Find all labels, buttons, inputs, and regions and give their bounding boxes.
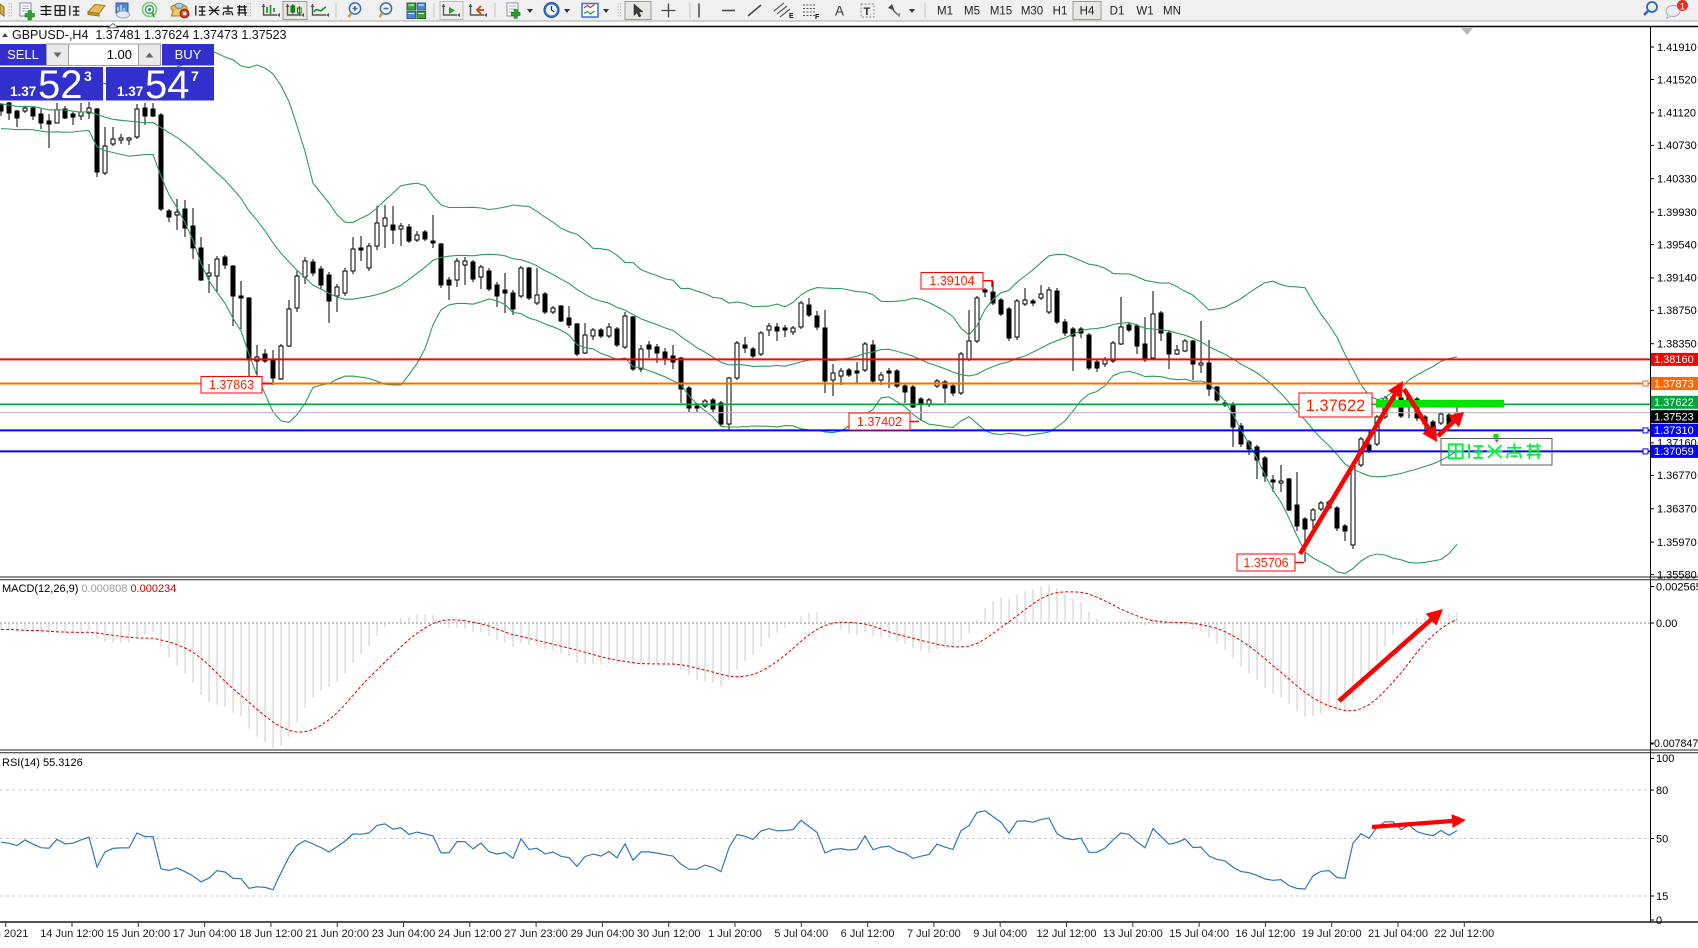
svg-text:23 Jun 04:00: 23 Jun 04:00	[372, 928, 436, 940]
svg-text:7 Jul 20:00: 7 Jul 20:00	[907, 928, 961, 940]
svg-text:12 Jul 12:00: 12 Jul 12:00	[1037, 928, 1097, 940]
svg-text:1.37863: 1.37863	[209, 378, 254, 392]
svg-text:1.37059: 1.37059	[1654, 446, 1694, 458]
svg-text:-0.007847: -0.007847	[1651, 738, 1698, 750]
svg-text:F: F	[815, 14, 820, 21]
svg-text:W1: W1	[1136, 6, 1153, 18]
svg-text:M30: M30	[1021, 6, 1043, 18]
svg-text:A: A	[835, 4, 844, 19]
svg-text:GBPUSD-,H4 1.37481 1.37624 1.: GBPUSD-,H4 1.37481 1.37624 1.37473 1.375…	[12, 28, 287, 42]
svg-text:0.00: 0.00	[1656, 618, 1677, 630]
svg-text:0.002565: 0.002565	[1656, 581, 1698, 593]
svg-text:1.35580: 1.35580	[1657, 569, 1697, 581]
svg-text:1.37622: 1.37622	[1654, 397, 1694, 409]
svg-text:BUY: BUY	[175, 47, 202, 62]
svg-text:1.37622: 1.37622	[1306, 397, 1366, 415]
svg-text:SELL: SELL	[7, 47, 39, 62]
svg-text:27 Jun 23:00: 27 Jun 23:00	[504, 928, 568, 940]
svg-text:1.41520: 1.41520	[1657, 74, 1697, 86]
svg-text:1.40730: 1.40730	[1657, 140, 1697, 152]
svg-text:15 Jul 04:00: 15 Jul 04:00	[1169, 928, 1229, 940]
svg-text:D1: D1	[1110, 6, 1125, 18]
svg-text:H4: H4	[1080, 6, 1095, 18]
svg-text:RSI(14) 55.3126: RSI(14) 55.3126	[2, 757, 83, 769]
svg-text:0: 0	[1656, 915, 1662, 927]
svg-text:1.36370: 1.36370	[1657, 504, 1697, 516]
svg-text:21 Jun 20:00: 21 Jun 20:00	[305, 928, 369, 940]
svg-text:1.38160: 1.38160	[1654, 354, 1694, 366]
svg-text:18 Jun 12:00: 18 Jun 12:00	[239, 928, 303, 940]
svg-text:E: E	[789, 13, 794, 20]
svg-text:9 Jul 04:00: 9 Jul 04:00	[973, 928, 1027, 940]
svg-text:1.40330: 1.40330	[1657, 174, 1697, 186]
svg-text:1.35706: 1.35706	[1243, 556, 1288, 570]
svg-text:1.37310: 1.37310	[1654, 425, 1694, 437]
svg-text:M1: M1	[937, 6, 953, 18]
svg-text:7: 7	[191, 68, 199, 84]
svg-text:1 Jul 20:00: 1 Jul 20:00	[708, 928, 762, 940]
svg-text:21 Jul 04:00: 21 Jul 04:00	[1368, 928, 1428, 940]
svg-text:1.00: 1.00	[107, 47, 132, 62]
svg-text:54: 54	[145, 63, 190, 107]
svg-text:1.38350: 1.38350	[1657, 339, 1697, 351]
svg-text:MACD(12,26,9) 0.000808 0.00023: MACD(12,26,9) 0.000808 0.000234	[2, 583, 176, 595]
svg-text:15 Jun 20:00: 15 Jun 20:00	[106, 928, 170, 940]
svg-text:1.39540: 1.39540	[1657, 239, 1697, 251]
svg-text:24 Jun 12:00: 24 Jun 12:00	[438, 928, 502, 940]
svg-text:1.39930: 1.39930	[1657, 207, 1697, 219]
svg-text:M5: M5	[964, 6, 980, 18]
svg-text:3: 3	[84, 68, 92, 84]
svg-text:14 Jun 12:00: 14 Jun 12:00	[40, 928, 104, 940]
svg-text:Jun 2021: Jun 2021	[0, 928, 28, 940]
svg-text:22 Jul 12:00: 22 Jul 12:00	[1434, 928, 1494, 940]
svg-text:M15: M15	[990, 6, 1012, 18]
svg-text:52: 52	[38, 63, 83, 107]
svg-text:30 Jun 12:00: 30 Jun 12:00	[637, 928, 701, 940]
svg-text:6 Jul 12:00: 6 Jul 12:00	[841, 928, 895, 940]
svg-text:1.36770: 1.36770	[1657, 470, 1697, 482]
svg-text:1.35970: 1.35970	[1657, 537, 1697, 549]
svg-text:1.39140: 1.39140	[1657, 273, 1697, 285]
svg-text:17 Jun 04:00: 17 Jun 04:00	[173, 928, 237, 940]
svg-text:100: 100	[1656, 753, 1674, 765]
svg-text:1.37: 1.37	[117, 84, 143, 99]
svg-text:5 Jul 04:00: 5 Jul 04:00	[774, 928, 828, 940]
svg-text:29 Jun 04:00: 29 Jun 04:00	[571, 928, 635, 940]
svg-text:1: 1	[1680, 1, 1685, 12]
svg-text:16 Jul 12:00: 16 Jul 12:00	[1235, 928, 1295, 940]
svg-text:80: 80	[1656, 785, 1668, 797]
svg-text:MN: MN	[1163, 6, 1181, 18]
svg-text:1.41120: 1.41120	[1657, 108, 1696, 120]
svg-text:T: T	[864, 6, 871, 18]
svg-text:H1: H1	[1053, 6, 1068, 18]
svg-text:1.37: 1.37	[10, 84, 36, 99]
svg-text:1.39104: 1.39104	[929, 274, 974, 288]
svg-text:1.41910: 1.41910	[1657, 42, 1697, 54]
svg-text:50: 50	[1656, 833, 1668, 845]
svg-text:13 Jul 20:00: 13 Jul 20:00	[1103, 928, 1163, 940]
svg-text:1.37523: 1.37523	[1654, 412, 1694, 424]
svg-text:1.37873: 1.37873	[1654, 378, 1694, 390]
svg-text:1.38750: 1.38750	[1657, 305, 1697, 317]
svg-text:15: 15	[1656, 891, 1668, 903]
svg-text:19 Jul 20:00: 19 Jul 20:00	[1302, 928, 1362, 940]
svg-text:1.37402: 1.37402	[857, 415, 902, 429]
